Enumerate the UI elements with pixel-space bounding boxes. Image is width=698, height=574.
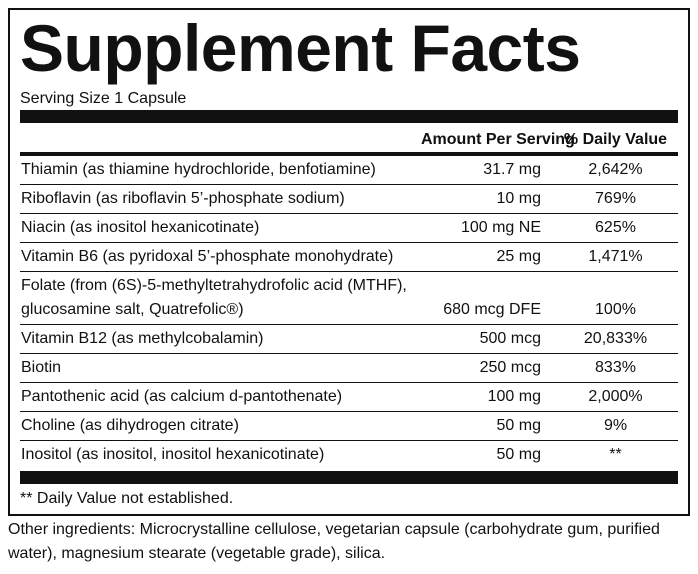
nutrient-row: Riboflavin (as riboflavin 5’-phosphate s… — [20, 185, 678, 214]
nutrient-name: Choline (as dihydrogen citrate) — [21, 417, 239, 434]
nutrient-name: Vitamin B6 (as pyridoxal 5’-phosphate mo… — [21, 248, 394, 265]
nutrient-row: Choline (as dihydrogen citrate) 50 mg 9% — [20, 412, 678, 441]
daily-value: 100% — [595, 301, 636, 318]
nutrient-name: Folate (from (6S)-5-methyltetrahydrofoli… — [21, 277, 407, 318]
daily-value: 625% — [595, 219, 636, 236]
nutrient-name: Thiamin (as thiamine hydrochloride, benf… — [21, 161, 376, 178]
nutrient-name: Riboflavin (as riboflavin 5’-phosphate s… — [21, 190, 345, 207]
nutrient-row: Inositol (as inositol, inositol hexanico… — [20, 441, 678, 469]
other-ingredients: Other ingredients: Microcrystalline cell… — [8, 521, 660, 562]
daily-value: ** — [609, 446, 622, 463]
daily-value: 9% — [603, 417, 628, 434]
nutrient-name: Inositol (as inositol, inositol hexanico… — [21, 446, 325, 463]
divider-bar — [20, 471, 678, 484]
nutrient-name: Pantothenic acid (as calcium d-pantothen… — [21, 388, 343, 405]
amount: 50 mg — [496, 417, 541, 434]
divider-bar — [20, 110, 678, 123]
nutrient-row: Pantothenic acid (as calcium d-pantothen… — [20, 383, 678, 412]
daily-value: 2,642% — [588, 161, 643, 178]
amount: 10 mg — [496, 190, 541, 207]
amount: 50 mg — [496, 446, 541, 463]
amount: 25 mg — [496, 248, 541, 265]
amount: 680 mcg DFE — [443, 301, 541, 318]
column-header: % Daily Value — [563, 131, 668, 148]
daily-value: 833% — [595, 359, 636, 376]
column-header: Amount Per Serving — [421, 131, 575, 148]
amount: 31.7 mg — [483, 161, 541, 178]
daily-value: 1,471% — [588, 248, 643, 265]
daily-value: 20,833% — [583, 330, 648, 347]
amount: 500 mcg — [479, 330, 541, 347]
table-header: Amount Per Serving % Daily Value — [20, 124, 678, 156]
nutrient-name: Biotin — [21, 359, 62, 376]
daily-value: 769% — [595, 190, 636, 207]
nutrient-row: Folate (from (6S)-5-methyltetrahydrofoli… — [20, 272, 678, 325]
daily-value: 2,000% — [588, 388, 643, 405]
nutrient-row: Vitamin B6 (as pyridoxal 5’-phosphate mo… — [20, 243, 678, 272]
nutrient-name: Vitamin B12 (as methylcobalamin) — [21, 330, 264, 347]
amount: 100 mg NE — [460, 219, 541, 236]
nutrient-row: Biotin 250 mcg 833% — [20, 354, 678, 383]
nutrient-row: Niacin (as inositol hexanicotinate) 100 m… — [20, 214, 678, 243]
serving-size: Serving Size 1 Capsule — [20, 90, 187, 107]
nutrient-rows: Thiamin (as thiamine hydrochloride, benf… — [20, 156, 678, 469]
amount: 100 mg — [487, 388, 541, 405]
title: Supplement Facts — [20, 11, 581, 85]
nutrient-row: Vitamin B12 (as methylcobalamin) 500 mcg 2… — [20, 325, 678, 354]
footnote: ** Daily Value not established. — [20, 490, 234, 507]
facts-panel: Supplement Facts Serving Size 1 Capsule … — [8, 8, 690, 516]
nutrient-name: Niacin (as inositol hexanicotinate) — [21, 219, 260, 236]
amount: 250 mcg — [479, 359, 541, 376]
nutrient-row: Thiamin (as thiamine hydrochloride, benf… — [20, 156, 678, 185]
